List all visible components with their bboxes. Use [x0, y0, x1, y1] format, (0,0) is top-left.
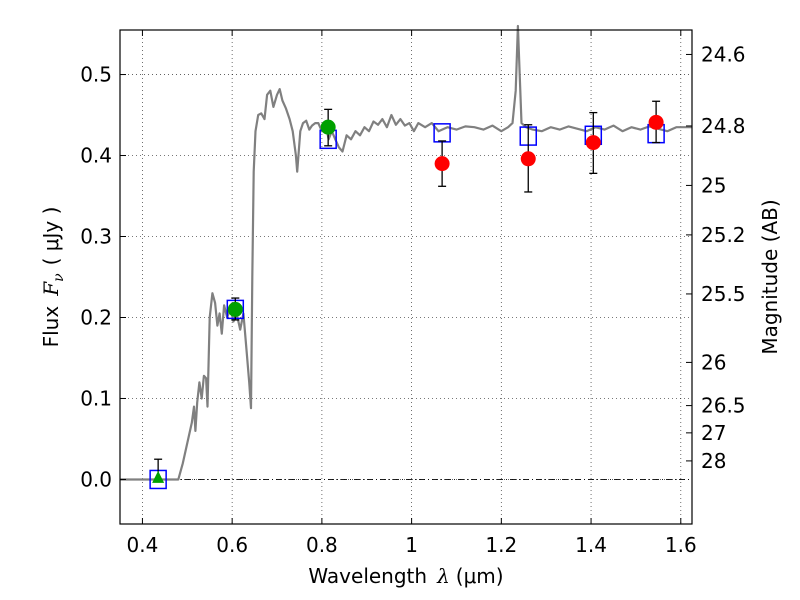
- mag-tick-label: 26.5: [701, 394, 746, 418]
- y-tick-label: 0.4: [80, 144, 112, 168]
- red-circle-marker: [585, 135, 601, 151]
- mag-tick-label: 24.6: [701, 42, 746, 66]
- x-tick-label: 0.8: [306, 533, 338, 557]
- y-tick-label: 0.1: [80, 386, 112, 410]
- x-axis-label-text: Wavelength: [308, 564, 427, 588]
- y-axis-label-unit: ( μJy ): [39, 207, 63, 266]
- y-axis-label: Flux Fν ( μJy ): [39, 207, 67, 348]
- mag-tick-label: 24.8: [701, 114, 746, 138]
- mag-tick-label: 28: [701, 449, 726, 473]
- red-circle-marker: [434, 156, 450, 172]
- grid-lines: [120, 30, 692, 524]
- mag-tick-label: 25.2: [701, 223, 746, 247]
- y-tick-label: 0.5: [80, 63, 112, 87]
- green-triangle-marker: [152, 470, 165, 483]
- x-axis-label: Wavelength λ (μm): [308, 564, 503, 588]
- y-axis-label-subscript: ν: [51, 273, 67, 282]
- spectrum-line: [120, 24, 692, 481]
- x-tick-label: 1.6: [665, 533, 697, 557]
- mag-tick-label: 26: [701, 350, 726, 374]
- y2-axis-label: Magnitude (AB): [758, 199, 782, 354]
- mag-tick-label: 25.5: [701, 282, 746, 306]
- axis-ticks: 0.4 0.6 0.8 1 1.2 1.4 1.6 0.0 0.1 0.2 0.3 0.4 0.5 24.…: [80, 30, 746, 557]
- y-tick-label: 0.2: [80, 305, 112, 329]
- x-tick-label: 0.6: [216, 533, 248, 557]
- x-axis-label-symbol: λ: [436, 564, 450, 588]
- red-circle-marker: [648, 114, 664, 130]
- x-tick-label: 1.2: [485, 533, 517, 557]
- mag-tick-label: 25: [701, 173, 726, 197]
- green-circle-marker: [320, 119, 336, 135]
- y-axis-label-text: Flux: [39, 306, 63, 348]
- x-tick-label: 1.4: [575, 533, 607, 557]
- x-tick-label: 1: [405, 533, 418, 557]
- x-axis-label-unit: (μm): [456, 564, 504, 588]
- y-tick-label: 0.3: [80, 225, 112, 249]
- y-axis-label-symbol: F: [39, 281, 63, 297]
- red-circle-marker: [520, 151, 536, 167]
- plot-frame: [119, 29, 693, 525]
- plot-data: [120, 24, 692, 490]
- x-tick-label: 0.4: [127, 533, 159, 557]
- mag-tick-label: 27: [701, 421, 726, 445]
- y-tick-label: 0.0: [80, 467, 112, 491]
- green-circle-marker: [227, 301, 243, 317]
